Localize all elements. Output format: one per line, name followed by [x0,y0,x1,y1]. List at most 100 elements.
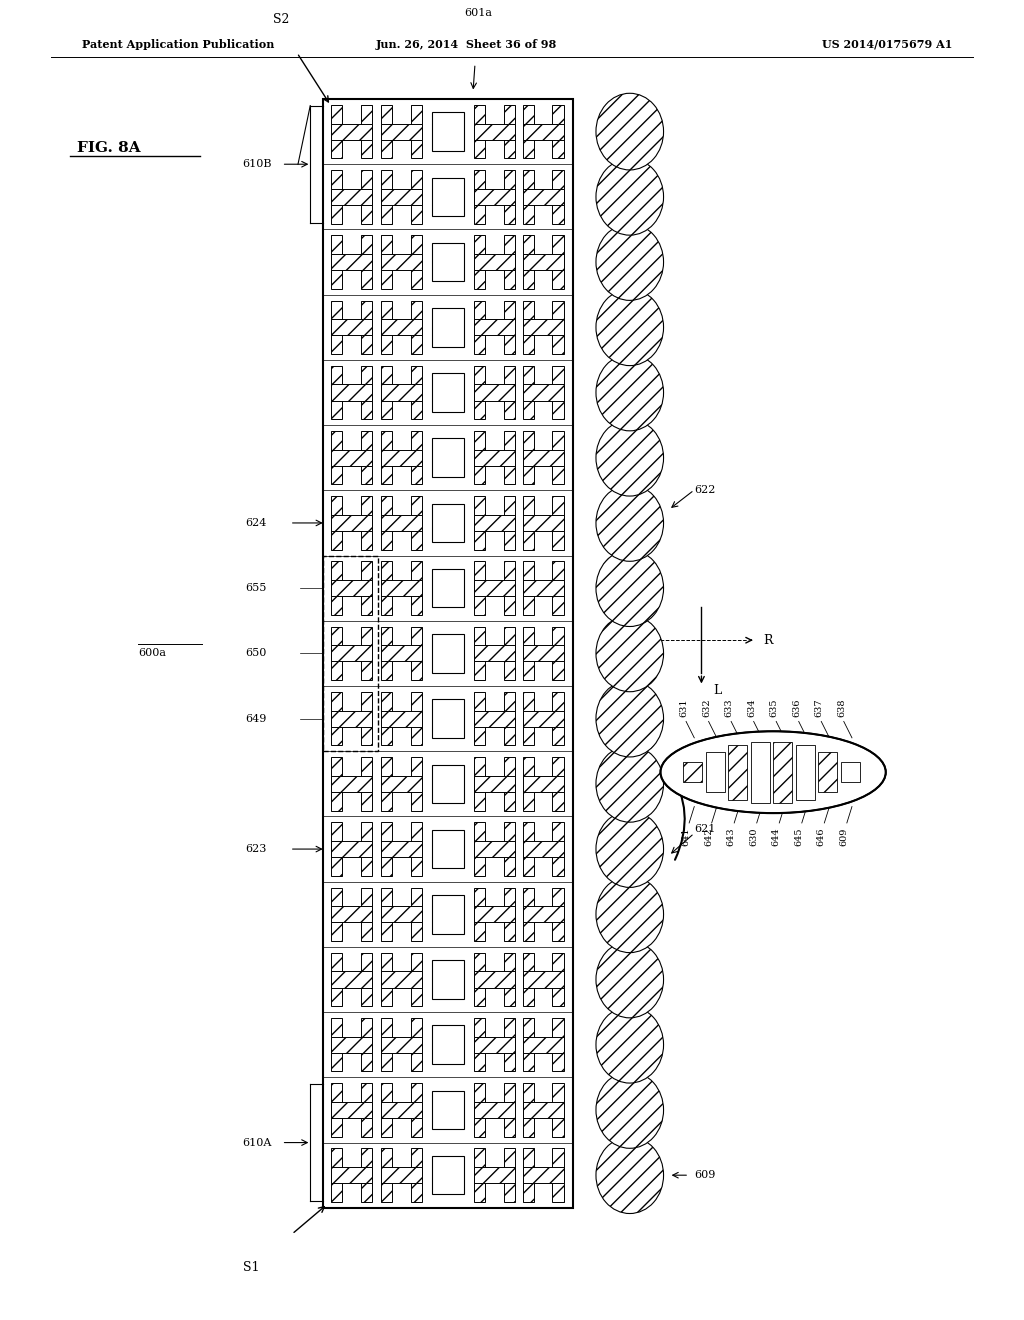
Bar [381,953,392,1006]
Bar [522,1148,535,1203]
Bar [381,104,392,158]
Ellipse shape [596,289,664,366]
Ellipse shape [596,615,664,692]
Bar [381,776,422,792]
Bar [504,822,515,875]
Bar [381,1036,422,1053]
Text: 633: 633 [725,698,733,717]
Bar [381,235,392,289]
Text: L: L [714,684,722,697]
Bar [552,432,564,484]
Bar [522,841,564,857]
Bar [841,763,860,781]
Bar [331,450,372,466]
Ellipse shape [596,223,664,301]
Bar [796,744,815,800]
Bar [432,112,464,150]
Bar [381,1102,422,1118]
Text: US 2014/0175679 A1: US 2014/0175679 A1 [822,38,952,50]
Bar [504,301,515,354]
Bar [381,822,392,875]
Bar [331,710,372,726]
Bar [432,1090,464,1129]
Text: 630: 630 [750,828,758,846]
Bar [773,742,793,803]
Bar [331,515,372,531]
Bar [360,104,372,158]
Text: R: R [763,634,772,647]
Bar [552,627,564,680]
Bar [331,319,372,335]
Bar [381,432,392,484]
Bar [818,752,838,792]
Bar [381,319,422,335]
Bar [331,776,372,792]
Bar [474,627,485,680]
Text: 645: 645 [795,828,803,846]
Text: 601a: 601a [464,8,493,18]
Bar [504,1148,515,1203]
Bar [522,496,535,549]
Bar [331,384,372,400]
Bar [381,450,422,466]
Bar [474,710,515,726]
Bar [474,235,485,289]
Bar [522,758,535,810]
Bar [522,124,564,140]
Bar [360,1148,372,1203]
Bar [381,1084,392,1137]
Bar [474,561,485,615]
Bar [381,366,392,420]
Ellipse shape [596,941,664,1018]
Bar [474,1036,515,1053]
Bar [552,104,564,158]
Text: 624: 624 [245,517,266,528]
Bar [552,170,564,223]
Bar [331,301,342,354]
Bar [381,170,392,223]
Ellipse shape [596,354,664,430]
Bar [381,253,422,271]
Bar [381,887,392,941]
Bar [474,645,515,661]
Bar [522,887,535,941]
Bar [411,366,422,420]
Bar [552,496,564,549]
Text: 610B: 610B [242,160,271,169]
Bar [474,1018,485,1072]
Bar [411,1084,422,1137]
Bar [381,841,422,857]
Bar [381,496,392,549]
Bar [411,561,422,615]
Bar [474,907,515,923]
Ellipse shape [596,420,664,496]
Ellipse shape [596,680,664,756]
Bar [504,887,515,941]
Text: 600a: 600a [138,648,166,659]
Bar [474,1167,515,1183]
Bar [331,432,342,484]
Bar [331,496,342,549]
Text: 637: 637 [815,698,823,717]
Bar [522,366,535,420]
Text: 643: 643 [727,828,735,846]
Text: 635: 635 [770,698,778,717]
Bar [323,99,573,1208]
Bar [432,374,464,412]
Bar [381,710,422,726]
Bar [522,515,564,531]
Bar [331,189,372,205]
Text: 644: 644 [772,828,780,846]
Bar [331,124,372,140]
Bar [474,581,515,597]
Text: 636: 636 [793,698,801,717]
Bar [474,432,485,484]
Bar [411,496,422,549]
Bar [331,170,342,223]
Bar [474,776,515,792]
Bar [474,515,515,531]
Text: 622: 622 [694,484,716,495]
Bar [360,1084,372,1137]
Text: S2: S2 [273,13,290,26]
Text: 655: 655 [245,583,266,593]
